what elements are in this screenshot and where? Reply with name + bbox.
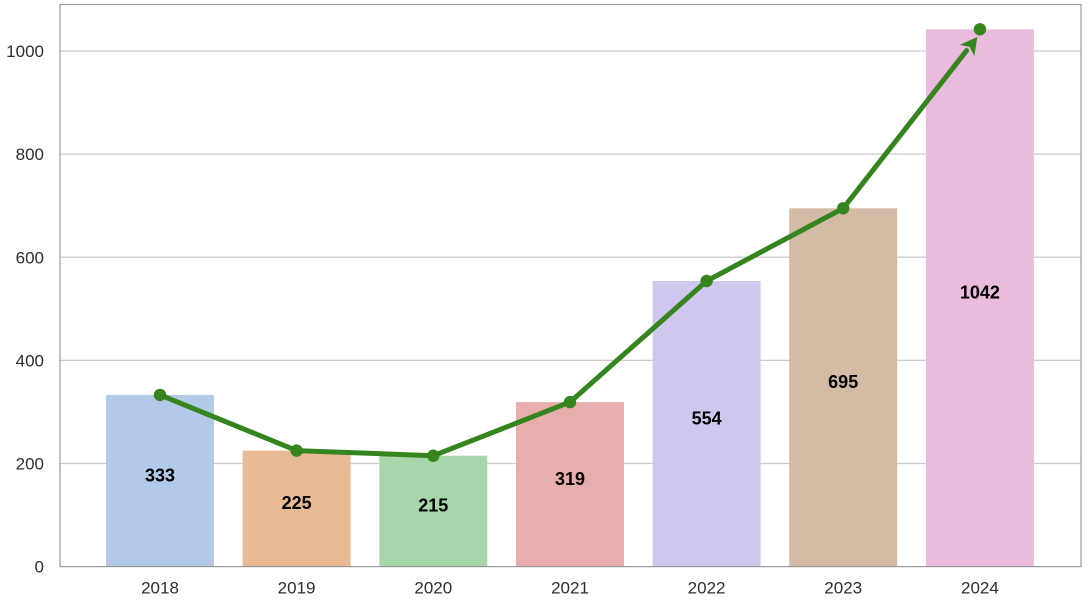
svg-text:1000: 1000: [6, 42, 44, 61]
svg-text:1042: 1042: [960, 283, 1000, 303]
svg-text:200: 200: [16, 455, 44, 474]
svg-text:554: 554: [692, 408, 722, 428]
svg-text:2020: 2020: [414, 579, 452, 597]
svg-text:0: 0: [35, 558, 44, 577]
svg-text:2023: 2023: [824, 579, 862, 597]
svg-text:2021: 2021: [551, 579, 589, 597]
svg-text:600: 600: [16, 248, 44, 267]
svg-text:800: 800: [16, 145, 44, 164]
svg-text:215: 215: [418, 496, 448, 516]
svg-text:695: 695: [828, 372, 858, 392]
svg-text:225: 225: [282, 493, 312, 513]
svg-text:2018: 2018: [141, 579, 179, 597]
svg-text:2022: 2022: [688, 579, 726, 597]
svg-text:400: 400: [16, 352, 44, 371]
svg-text:2024: 2024: [961, 579, 999, 597]
svg-text:333: 333: [145, 465, 175, 485]
svg-text:319: 319: [555, 469, 585, 489]
svg-text:2019: 2019: [278, 579, 316, 597]
